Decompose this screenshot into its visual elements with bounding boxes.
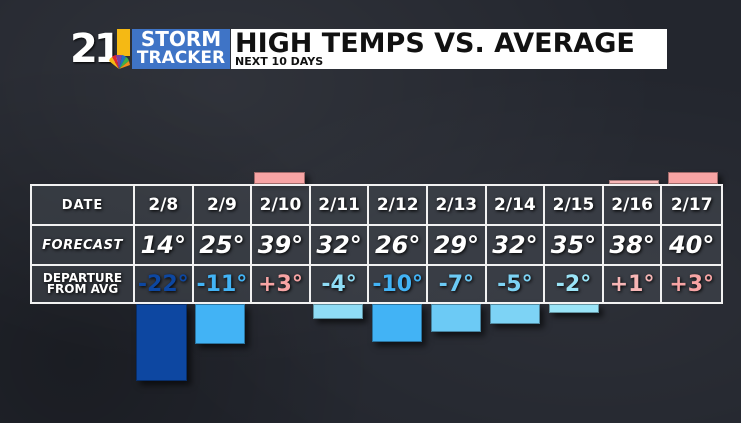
departure-bar-2-13 <box>431 304 481 332</box>
departure-cell: -5° <box>487 266 546 302</box>
departure-cell: +3° <box>669 271 715 297</box>
storm-tracker-logo: STORM TRACKER <box>132 29 230 69</box>
date-cell: 2/10 <box>252 186 311 226</box>
forecast-cell: 29° <box>427 226 487 266</box>
departure-cell: +3° <box>252 266 311 302</box>
page-title: HIGH TEMPS VS. AVERAGE <box>235 28 635 59</box>
title-banner: HIGH TEMPS VS. AVERAGE NEXT 10 DAYS <box>231 29 667 69</box>
date-cell: 2/17 <box>662 186 721 226</box>
row-label-forecast: FORECAST <box>32 226 135 266</box>
date-cell: 2/12 <box>369 186 428 226</box>
row-label-departure-line2: FROM AVG <box>46 282 119 296</box>
logo-line-2: TRACKER <box>136 48 226 68</box>
forecast-cell: 14° <box>135 226 194 266</box>
departure-cell: -10° <box>369 266 428 302</box>
departure-bar-2-15 <box>549 304 599 313</box>
departure-cell: -2° <box>545 266 604 302</box>
forecast-cell: 38° <box>603 226 663 266</box>
logo-line-1: STORM <box>140 27 222 51</box>
departure-bar-2-17 <box>668 172 718 184</box>
row-label-departure-line1: DEPARTURE <box>42 271 123 285</box>
row-label-departure: DEPARTURE FROM AVG <box>32 266 135 302</box>
departure-bar-2-10 <box>254 172 305 184</box>
departure-bar-2-9 <box>195 304 245 344</box>
departure-cell: -4° <box>311 266 370 302</box>
departure-bar-2-12 <box>372 304 422 342</box>
departure-bar-2-16 <box>609 180 659 184</box>
date-cell: 2/8 <box>135 186 194 226</box>
forecast-cell: 39° <box>252 226 311 266</box>
date-cell: 2/11 <box>310 186 370 226</box>
forecast-cell: 25° <box>193 226 253 266</box>
logo-accent-bar <box>117 29 130 56</box>
departure-bar-2-8 <box>136 304 187 381</box>
departure-cell: -11° <box>194 266 253 302</box>
forecast-cell: 32° <box>486 226 546 266</box>
departure-bar-2-14 <box>490 304 540 324</box>
departure-cell: +1° <box>604 266 663 302</box>
departure-cell: -7° <box>428 266 487 302</box>
departure-cell: -22° <box>135 266 194 302</box>
departure-bar-2-11 <box>313 304 363 319</box>
forecast-cell: 40° <box>662 226 721 266</box>
date-cell: 2/13 <box>427 186 487 226</box>
date-cell: 2/14 <box>486 186 546 226</box>
date-cell: 2/15 <box>545 186 604 226</box>
row-label-date: DATE <box>32 186 135 226</box>
peacock-icon <box>109 55 130 69</box>
date-cell: 2/9 <box>193 186 253 226</box>
forecast-table: DATE 2/8 2/9 2/10 2/11 2/12 2/13 2/14 2/… <box>30 184 723 304</box>
forecast-cell: 26° <box>369 226 428 266</box>
forecast-cell: 35° <box>545 226 604 266</box>
forecast-cell: 32° <box>310 226 370 266</box>
date-cell: 2/16 <box>603 186 663 226</box>
page-subtitle: NEXT 10 DAYS <box>235 55 324 68</box>
